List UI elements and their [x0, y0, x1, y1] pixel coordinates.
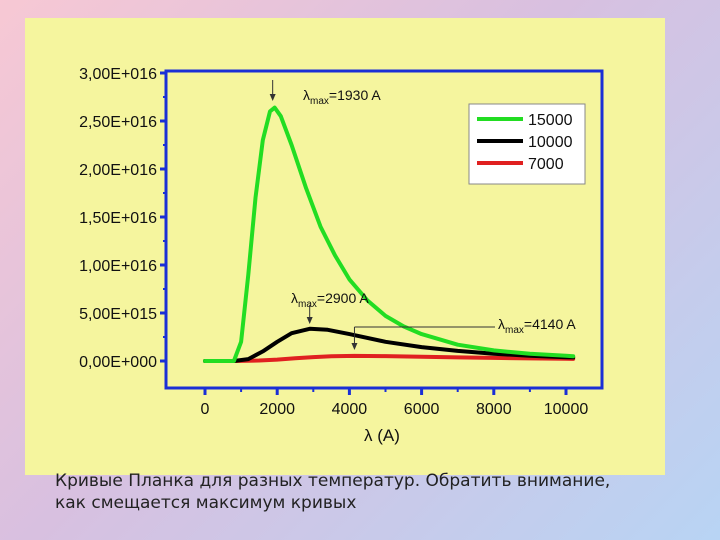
slide-caption: Кривые Планка для разных температур. Обр… [55, 470, 695, 514]
y-tick-label: 1,50E+016 [79, 210, 157, 227]
annotation-1930: λmax=1930 A [303, 87, 381, 107]
chart-panel: 0,00E+000 5,00E+015 1,00E+016 1,50E+016 2,00… [25, 18, 665, 475]
series-line-7000 [203, 353, 576, 363]
x-tick-label: 6000 [404, 401, 440, 418]
x-tick-label: 0 [201, 401, 210, 418]
x-tick-label: 4000 [332, 401, 368, 418]
x-axis-label: λ (A) [364, 426, 400, 445]
y-tick-label: 0,00E+000 [79, 354, 157, 371]
y-tick-label: 5,00E+015 [79, 306, 157, 323]
y-tick-label: 2,50E+016 [79, 114, 157, 131]
legend-label-7000: 7000 [528, 156, 564, 173]
plot-frame [164, 69, 604, 390]
annotation-2900: λmax=2900 A [291, 290, 369, 310]
series-line-10000 [203, 326, 576, 363]
y-tick-label: 3,00E+016 [79, 66, 157, 83]
y-tick-label: 1,00E+016 [79, 258, 157, 275]
x-tick-label: 2000 [259, 401, 295, 418]
x-tick-label: 10000 [544, 401, 589, 418]
annotation-arrow-4140-head [351, 343, 358, 350]
annotation-arrow-1930-head [269, 94, 276, 101]
annotation-4140: λmax=4140 A [498, 316, 576, 336]
planck-chart: 0,00E+000 5,00E+015 1,00E+016 1,50E+016 2,00… [79, 66, 604, 445]
x-tick-label: 8000 [476, 401, 512, 418]
legend-label-15000: 15000 [528, 112, 573, 129]
y-tick-label: 2,00E+016 [79, 162, 157, 179]
series-line-15000 [203, 105, 576, 363]
caption-line-2: как смещается максимум кривых [55, 493, 357, 513]
annotation-arrow-2900-head [306, 317, 313, 324]
legend-label-10000: 10000 [528, 134, 573, 151]
caption-line-1: Кривые Планка для разных температур. Обр… [55, 471, 611, 491]
